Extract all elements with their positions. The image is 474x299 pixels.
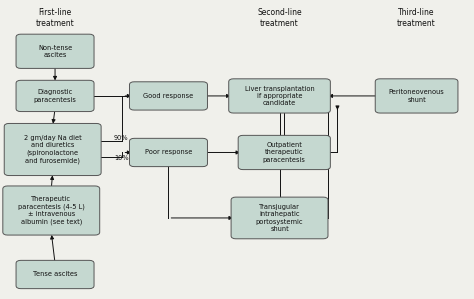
Text: Peritoneovenous
shunt: Peritoneovenous shunt bbox=[389, 89, 445, 103]
Text: 2 gm/day Na diet
and diuretics
(spironolactone
and furosemide): 2 gm/day Na diet and diuretics (spironol… bbox=[24, 135, 82, 164]
Text: Transjugular
intrahepatic
portosystemic
shunt: Transjugular intrahepatic portosystemic … bbox=[256, 204, 303, 232]
Text: Poor response: Poor response bbox=[145, 150, 192, 155]
Text: Liver transplantation
if appropriate
candidate: Liver transplantation if appropriate can… bbox=[245, 86, 314, 106]
FancyBboxPatch shape bbox=[16, 260, 94, 289]
Text: Diagnostic
paracentesis: Diagnostic paracentesis bbox=[34, 89, 76, 103]
Text: Second-line
treatment: Second-line treatment bbox=[257, 8, 302, 28]
Text: First-line
treatment: First-line treatment bbox=[36, 8, 74, 28]
Text: 10%: 10% bbox=[114, 155, 129, 161]
FancyBboxPatch shape bbox=[3, 186, 100, 235]
Text: Good response: Good response bbox=[143, 93, 193, 99]
Text: Non-tense
ascites: Non-tense ascites bbox=[38, 45, 72, 58]
FancyBboxPatch shape bbox=[238, 135, 330, 170]
Text: Tense ascites: Tense ascites bbox=[33, 271, 77, 277]
FancyBboxPatch shape bbox=[16, 80, 94, 112]
FancyBboxPatch shape bbox=[231, 197, 328, 239]
FancyBboxPatch shape bbox=[229, 79, 330, 113]
FancyBboxPatch shape bbox=[375, 79, 458, 113]
Text: 90%: 90% bbox=[114, 135, 129, 141]
FancyBboxPatch shape bbox=[16, 34, 94, 68]
Text: Outpatient
therapeutic
paracentesis: Outpatient therapeutic paracentesis bbox=[263, 142, 306, 163]
FancyBboxPatch shape bbox=[129, 82, 208, 110]
FancyBboxPatch shape bbox=[129, 138, 208, 167]
Text: Therapeutic
paracentesis (4-5 L)
± intravenous
albumin (see text): Therapeutic paracentesis (4-5 L) ± intra… bbox=[18, 196, 85, 225]
Text: Third-line
treatment: Third-line treatment bbox=[397, 8, 436, 28]
FancyBboxPatch shape bbox=[4, 123, 101, 176]
